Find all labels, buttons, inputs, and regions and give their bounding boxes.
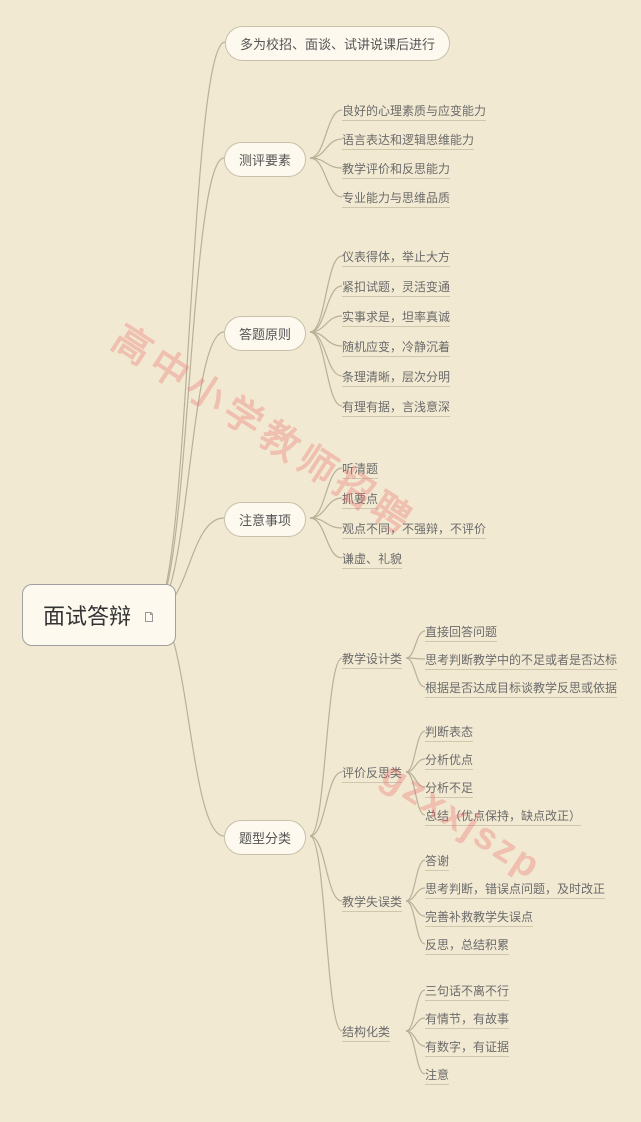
root-label: 面试答辩: [43, 604, 131, 629]
leaf: 直接回答问题: [425, 622, 497, 642]
leaf: 语言表达和逻辑思维能力: [342, 130, 474, 150]
leaf: 思考判断，错误点问题，及时改正: [425, 879, 605, 899]
leaf: 实事求是，坦率真诚: [342, 307, 450, 327]
note-icon: [143, 611, 155, 626]
branch-b5[interactable]: 题型分类: [224, 820, 306, 855]
leaf: 判断表态: [425, 722, 473, 742]
leaf: 随机应变，冷静沉着: [342, 337, 450, 357]
leaf: 分析优点: [425, 750, 473, 770]
leaf: 三句话不离不行: [425, 981, 509, 1001]
leaf: 思考判断教学中的不足或者是否达标: [425, 650, 617, 670]
mid-m4[interactable]: 结构化类: [342, 1022, 390, 1042]
leaf: 教学评价和反思能力: [342, 159, 450, 179]
leaf: 分析不足: [425, 778, 473, 798]
leaf: 仪表得体，举止大方: [342, 247, 450, 267]
branch-b3[interactable]: 答题原则: [224, 316, 306, 351]
leaf: 良好的心理素质与应变能力: [342, 101, 486, 121]
branch-b1[interactable]: 多为校招、面谈、试讲说课后进行: [225, 26, 450, 61]
leaf: 反思，总结积累: [425, 935, 509, 955]
leaf: 紧扣试题，灵活变通: [342, 277, 450, 297]
leaf: 听清题: [342, 459, 378, 479]
leaf: 条理清晰，层次分明: [342, 367, 450, 387]
leaf: 答谢: [425, 851, 449, 871]
branch-b4[interactable]: 注意事项: [224, 502, 306, 537]
leaf: 有数字，有证据: [425, 1037, 509, 1057]
leaf: 观点不同，不强辩，不评价: [342, 519, 486, 539]
leaf: 有情节，有故事: [425, 1009, 509, 1029]
leaf: 专业能力与思维品质: [342, 188, 450, 208]
leaf: 注意: [425, 1065, 449, 1085]
leaf: 完善补救教学失误点: [425, 907, 533, 927]
leaf: 有理有据，言浅意深: [342, 397, 450, 417]
root-node[interactable]: 面试答辩: [22, 584, 176, 646]
leaf: 总结（优点保持，缺点改正）: [425, 806, 581, 826]
branch-b2[interactable]: 测评要素: [224, 142, 306, 177]
mid-m3[interactable]: 教学失误类: [342, 892, 402, 912]
mid-m1[interactable]: 教学设计类: [342, 649, 402, 669]
leaf: 根据是否达成目标谈教学反思或依据: [425, 678, 617, 698]
leaf: 谦虚、礼貌: [342, 549, 402, 569]
leaf: 抓要点: [342, 489, 378, 509]
mid-m2[interactable]: 评价反思类: [342, 763, 402, 783]
